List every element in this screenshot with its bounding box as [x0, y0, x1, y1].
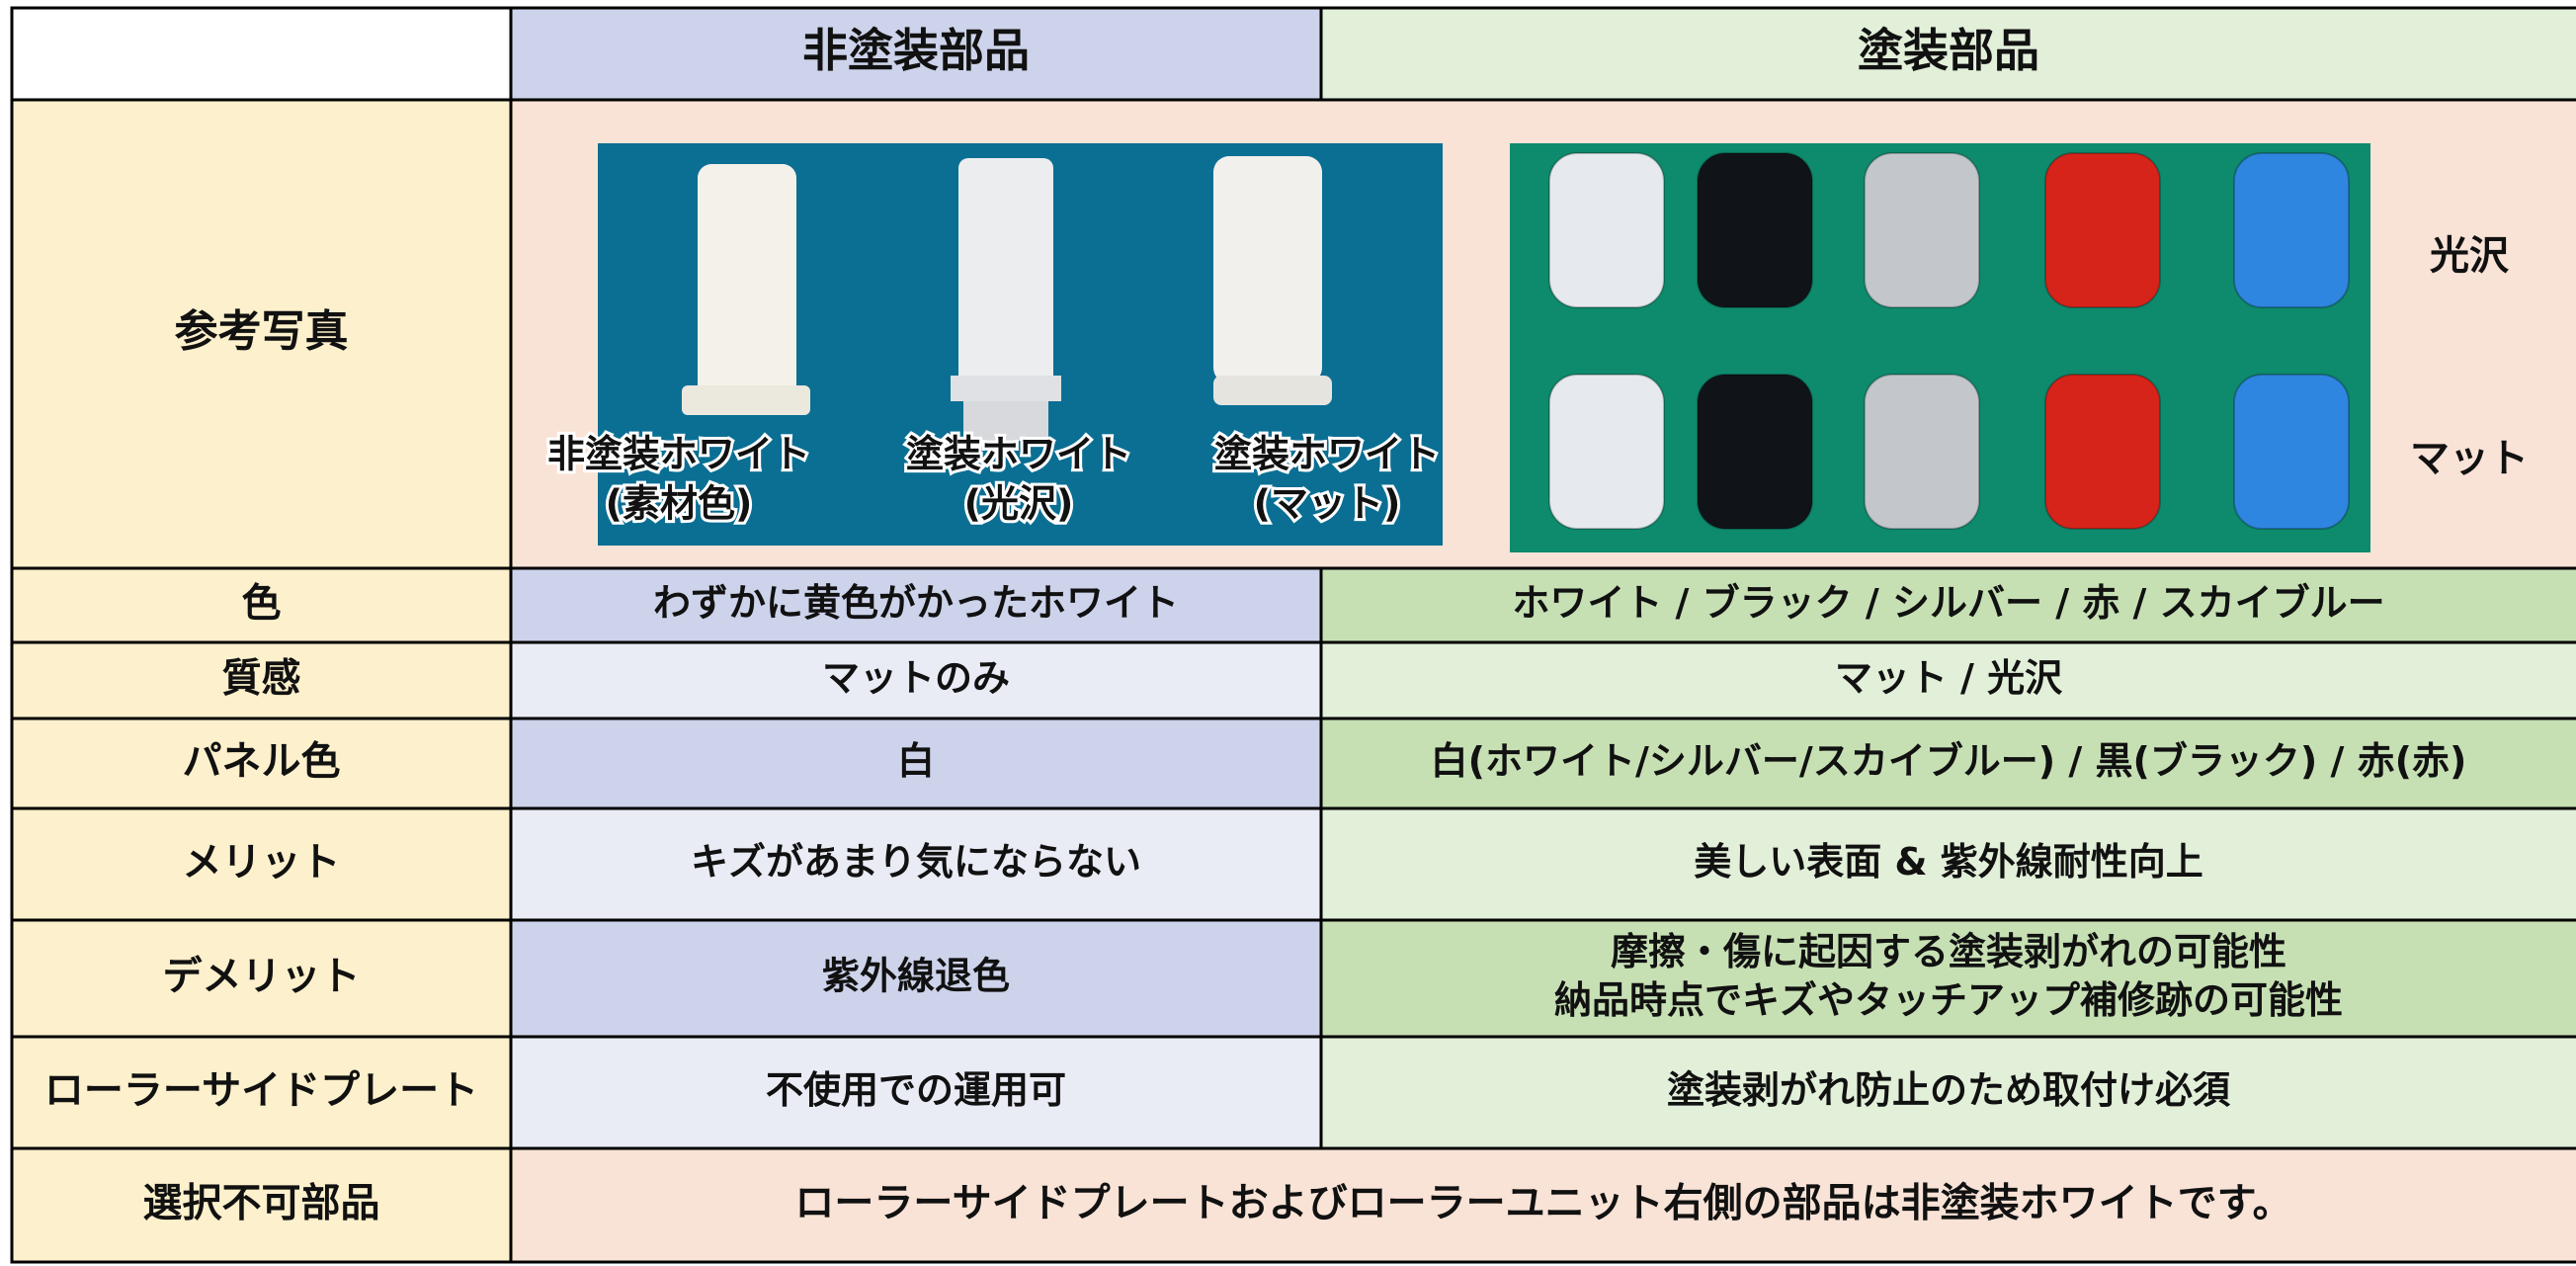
cell-text: 摩擦・傷に起因する塗装剥がれの可能性: [1611, 930, 2286, 973]
cell-text: マットのみ: [822, 656, 1010, 700]
cell-text: 非塗装部品: [802, 24, 1030, 77]
cell-text: ホワイト / ブラック / シルバー / 赤 / スカイブルー: [1512, 581, 2384, 625]
cap: [1864, 374, 1980, 530]
photo-caption: 非塗装ホワイト: [547, 433, 810, 476]
cell: [10, 1146, 513, 1264]
cell: [1319, 918, 2576, 1039]
cell-text: 光沢: [2430, 233, 2510, 279]
cell: [10, 640, 513, 720]
photo-caption: 塗装ホワイト: [1214, 433, 1440, 476]
photo-caption: (素材色): [606, 482, 753, 526]
cell: [10, 98, 513, 570]
cell-text: 塗装部品: [1858, 24, 2039, 77]
cell-text: デメリット: [163, 954, 361, 999]
cell-text: わずかに黄色がかったホワイト: [653, 581, 1179, 625]
cell: [1319, 640, 2576, 720]
cap: [2233, 374, 2350, 530]
cap: [2044, 152, 2161, 308]
cell-text: ローラーサイドプレート: [44, 1068, 478, 1114]
cell-text: 紫外線退色: [822, 955, 1010, 998]
photo-caption: (マット): [1254, 482, 1401, 526]
cell-text: 塗装剥がれ防止のため取付け必須: [1667, 1068, 2231, 1112]
cap: [2044, 374, 2161, 530]
cell-text: 不使用での運用可: [766, 1068, 1066, 1112]
cap: [2233, 152, 2350, 308]
photo-painted: [1510, 143, 2370, 552]
cell: [10, 806, 513, 922]
cell: [1319, 717, 2576, 810]
photo-unpainted: [598, 143, 1443, 546]
cell: [509, 6, 1323, 102]
cell: [10, 566, 513, 644]
photo-caption: (光沢): [964, 482, 1074, 526]
cell-text: 参考写真: [175, 306, 349, 357]
cell-text: マット / 光沢: [1835, 656, 2062, 700]
cell-text: マット: [2410, 436, 2529, 481]
cell-text: 色: [242, 581, 282, 627]
cap: [1864, 152, 1980, 308]
cell: [509, 1035, 1323, 1150]
cell: [10, 6, 513, 102]
cell-text: メリット: [183, 840, 341, 886]
cell-text: 白: [897, 739, 935, 783]
cell-text: キズがあまり気にならない: [691, 840, 1141, 884]
cap: [1697, 152, 1813, 308]
cap: [1548, 152, 1665, 308]
photo-caption: 塗装ホワイト: [906, 433, 1131, 476]
cell-text: 選択不可部品: [143, 1181, 380, 1226]
cell: [509, 1146, 2576, 1264]
cell-text: ローラーサイドプレートおよびローラーユニット右側の部品は非塗装ホワイトです。: [794, 1181, 2291, 1226]
cell: [1319, 6, 2576, 102]
cell-text: 質感: [222, 656, 301, 702]
cap: [1697, 374, 1813, 530]
cell-text: 白(ホワイト/シルバー/スカイブルー) / 黒(ブラック) / 赤(赤): [1431, 739, 2467, 783]
cell: [1319, 1035, 2576, 1150]
cap: [1548, 374, 1665, 530]
cell-text: 納品時点でキズやタッチアップ補修跡の可能性: [1554, 978, 2343, 1022]
cell: [10, 717, 513, 810]
cell-text: 美しい表面 & 紫外線耐性向上: [1694, 840, 2203, 884]
cell-text: パネル色: [183, 739, 341, 785]
